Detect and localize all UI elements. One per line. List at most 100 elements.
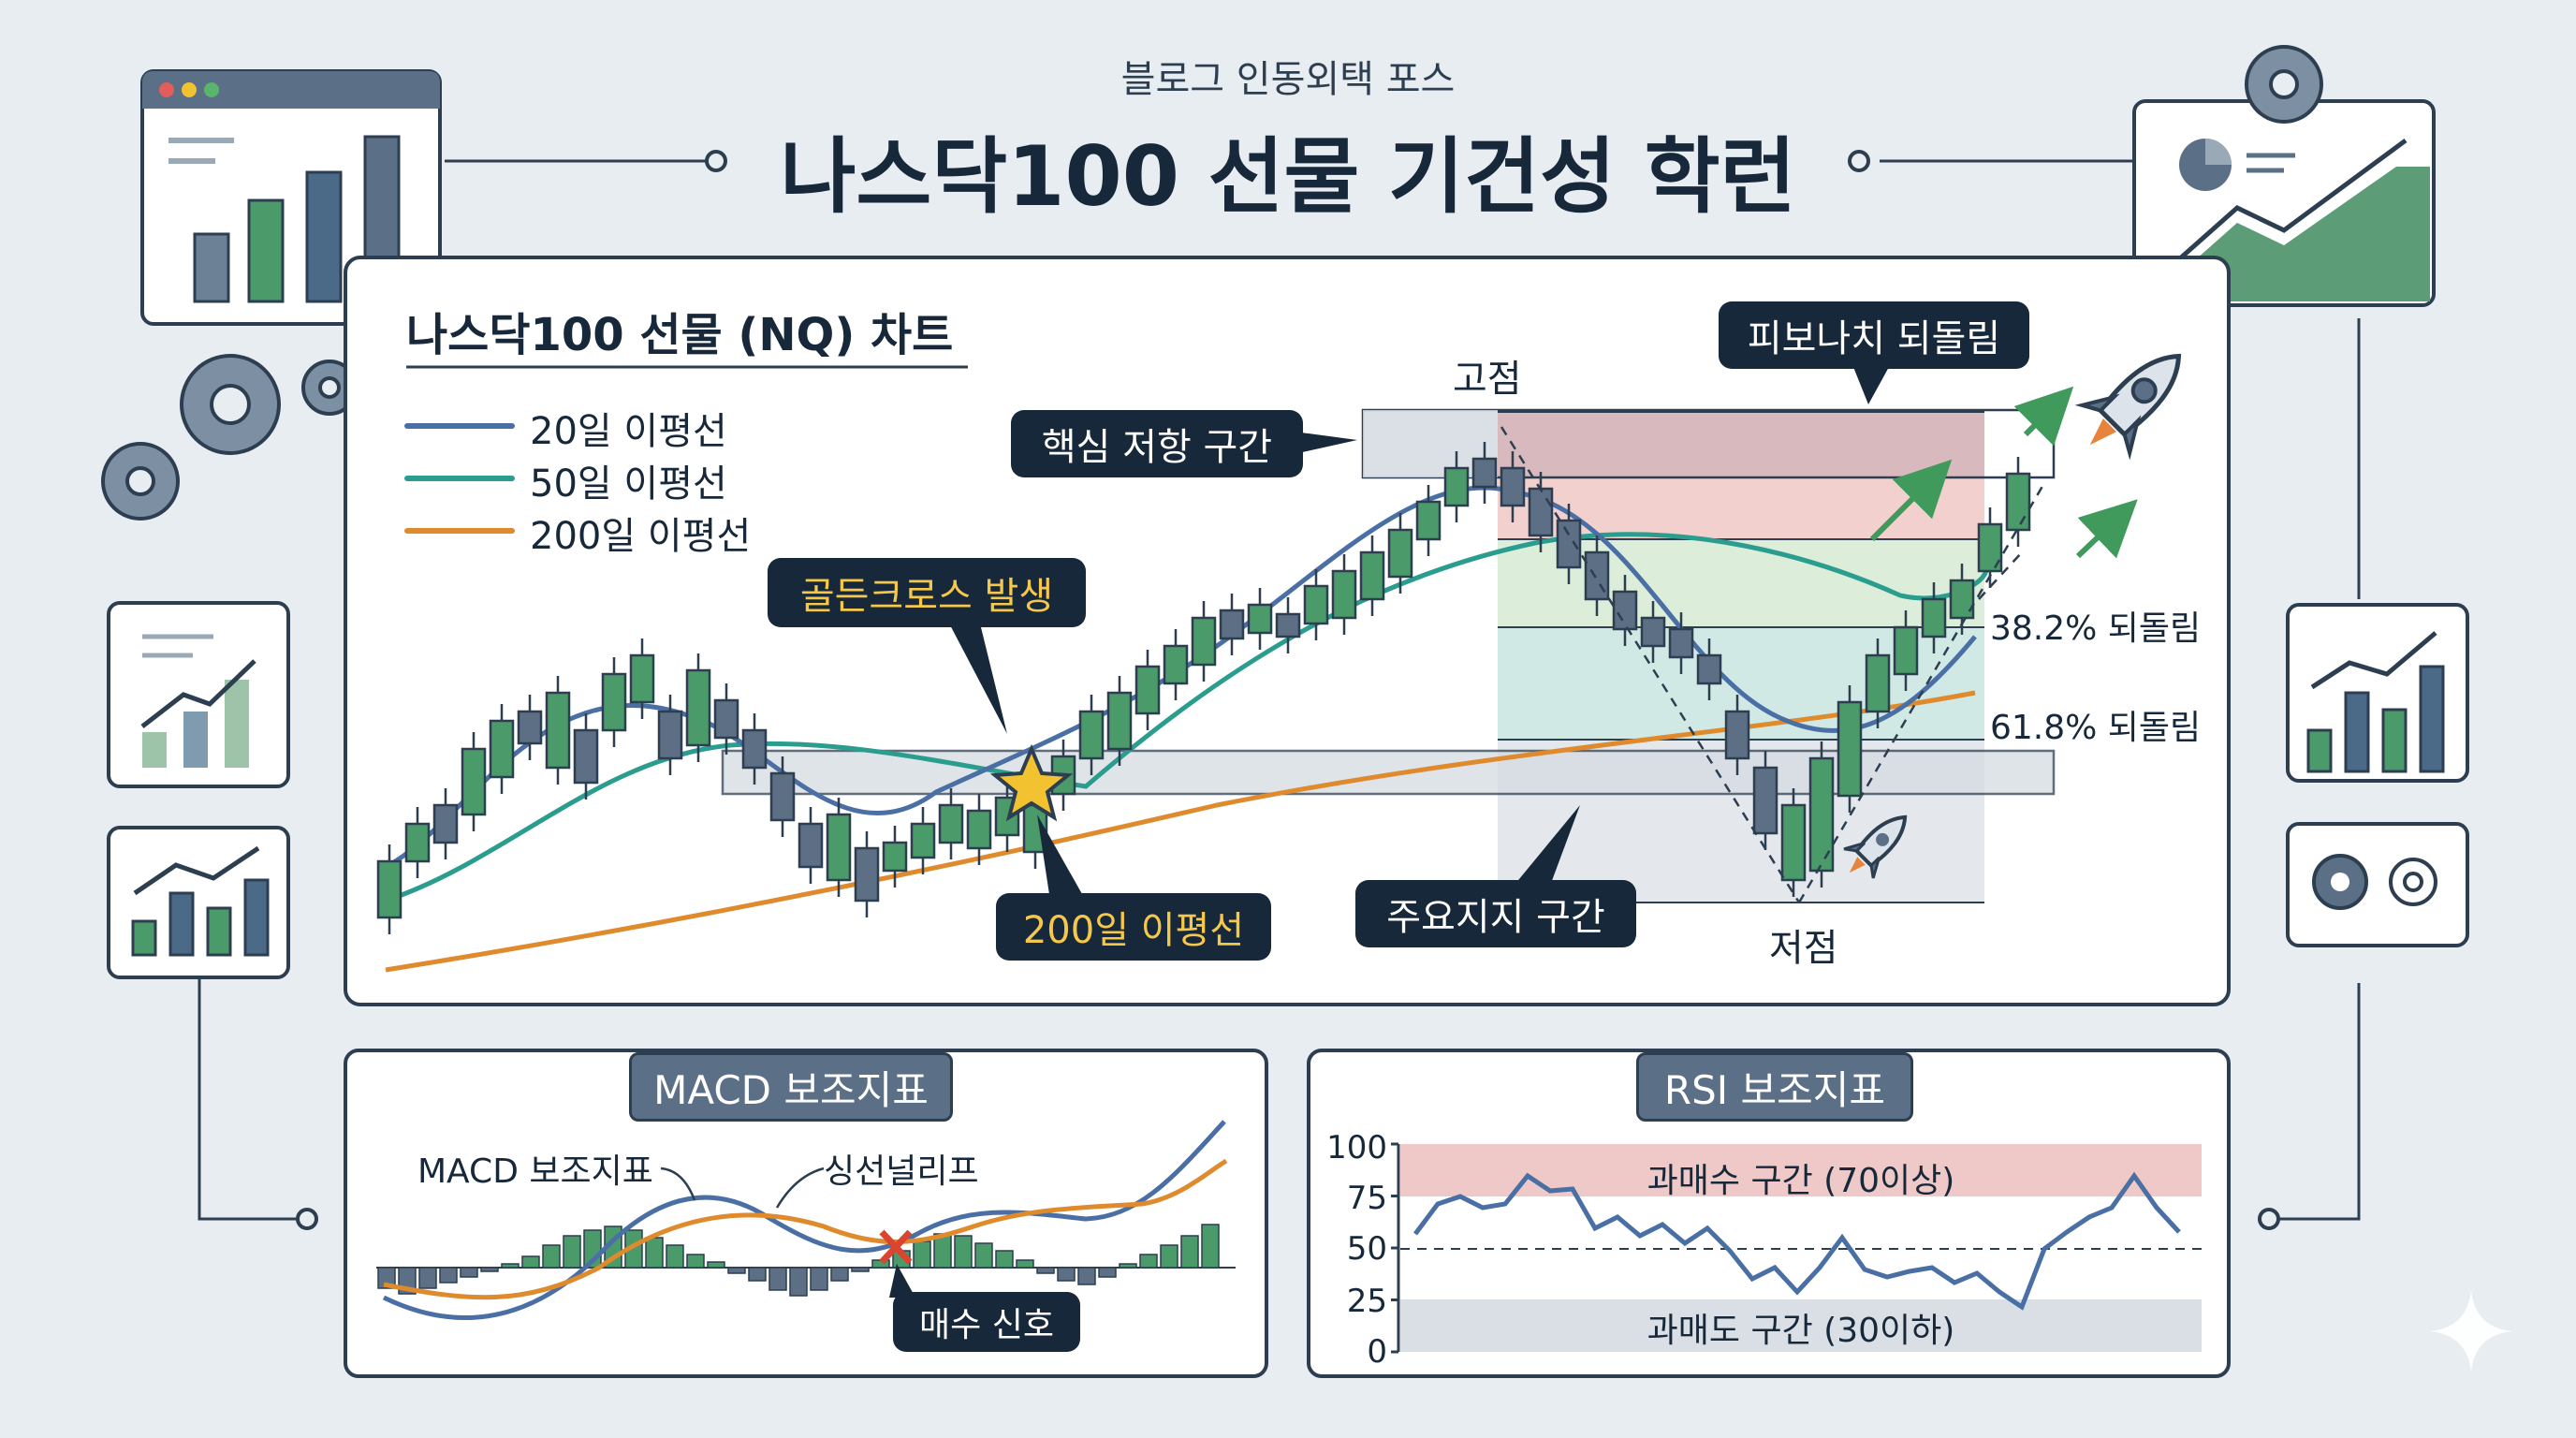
candlestick (1780, 788, 1807, 897)
candle-body (1640, 616, 1666, 648)
macd-leader-lines (660, 1167, 825, 1209)
candlestick (938, 788, 964, 859)
candlestick (573, 713, 599, 800)
candlestick (404, 807, 431, 878)
rsi-tick-100: 100 (1326, 1129, 1387, 1167)
chart-title: 나스닥100 선물 (NQ) 차트 (406, 309, 954, 361)
candlestick (1865, 638, 1891, 728)
candlestick (769, 756, 796, 837)
macd-histogram-bar (377, 1267, 396, 1289)
candle-body (826, 813, 852, 882)
candlestick (1921, 582, 1947, 653)
candlestick (657, 695, 683, 775)
macd-histogram-bar (563, 1235, 581, 1269)
fib-trend-lines (1500, 426, 2046, 903)
candle-body (1528, 487, 1554, 537)
candlestick (1471, 442, 1498, 504)
macd-histogram-bar (1180, 1235, 1199, 1269)
candlestick (1500, 451, 1526, 522)
candle-body (1163, 644, 1189, 685)
legend-swatch-ma20 (404, 423, 515, 429)
candle-body (573, 728, 599, 785)
candlestick (1415, 485, 1442, 556)
moving-average-lines (384, 485, 1989, 973)
candlestick (1078, 695, 1105, 775)
fibonacci-callout: 피보나치 되돌림 (1719, 301, 2029, 369)
macd-histogram-bar (1077, 1267, 1096, 1285)
candle-body (769, 771, 796, 822)
candle-body (882, 841, 908, 873)
candlestick (1808, 741, 1835, 888)
candle-body (1752, 766, 1778, 835)
macd-histogram-bar (1057, 1267, 1076, 1282)
signal-line (383, 1158, 1228, 1300)
candle-body (432, 803, 459, 844)
candlestick (1163, 629, 1189, 700)
rsi-tab: RSI 보조지표 (1636, 1052, 1913, 1122)
candle-body (1780, 803, 1807, 882)
candle-body (685, 668, 711, 747)
candle-body (1247, 603, 1273, 635)
candlestick (741, 713, 768, 785)
fib-382-label: 38.2% 되돌림 (1990, 609, 2202, 648)
bar-chart-card-icon (107, 826, 290, 979)
overbought-zone (1400, 1144, 2202, 1196)
golden-cross-star-icon (989, 743, 1074, 822)
candle-body (1808, 756, 1835, 873)
candle-body (741, 728, 768, 770)
candle-body (1303, 584, 1329, 625)
sparkle-icon (2430, 1290, 2512, 1372)
candle-body (1387, 528, 1413, 579)
peak-label: 고점 (1453, 358, 1522, 401)
macd-histogram-bar (1160, 1244, 1178, 1269)
candle-body (2005, 472, 2031, 532)
candlestick (798, 807, 824, 884)
candle-body (545, 691, 571, 770)
macd-histogram-bar (707, 1261, 725, 1269)
macd-histogram-bar (851, 1267, 870, 1272)
macd-histogram-bar (789, 1267, 808, 1297)
candlestick (685, 653, 711, 762)
gears-card-icon (2286, 822, 2469, 947)
candle-body (1191, 616, 1217, 667)
rsi-panel (1307, 1049, 2231, 1378)
legend-label-ma20: 20일 이평선 (530, 410, 727, 453)
candle-body (629, 653, 655, 704)
candlestick (1303, 569, 1329, 640)
macd-histogram-bar (542, 1244, 561, 1269)
candle-body (1471, 457, 1498, 489)
candle-body (1359, 550, 1385, 601)
candle-body (1275, 612, 1301, 638)
candle-body (461, 747, 487, 816)
macd-histogram-bar (810, 1267, 828, 1291)
candle-body (601, 672, 627, 732)
line-chart-card-icon (107, 601, 290, 788)
candlestick (910, 807, 936, 874)
trough-label: 저점 (1769, 927, 1838, 970)
candlestick (966, 794, 992, 865)
candlestick (489, 704, 515, 794)
candlestick (1106, 676, 1133, 766)
candlestick (517, 695, 543, 760)
rsi-tick-50: 50 (1346, 1230, 1387, 1268)
macd-line (382, 1120, 1226, 1320)
candlestick (713, 683, 739, 755)
buy-signal-x-icon (879, 1229, 913, 1265)
macd-histogram-bar (645, 1237, 664, 1269)
candlestick (1359, 536, 1385, 616)
candle-body (1556, 519, 1582, 569)
candlestick (1752, 751, 1778, 850)
ma200-line (385, 690, 1976, 973)
legend-swatch-ma200 (404, 528, 515, 534)
golden-cross-callout: 골든크로스 발생 (768, 558, 1086, 627)
overbought-label: 과매수 구간 (70이상) (1647, 1162, 1955, 1200)
signal-line-label: 싱선널리프 (824, 1152, 979, 1191)
candlestick (1640, 601, 1666, 663)
candlestick (545, 676, 571, 785)
page-title: 나스닥100 선물 기건성 학런 (780, 128, 1796, 225)
candlestick (1556, 504, 1582, 584)
ma50-line (385, 532, 1989, 903)
rsi-tick-25: 25 (1346, 1283, 1387, 1320)
candle-body (854, 846, 880, 902)
candlestick (1893, 610, 1919, 691)
